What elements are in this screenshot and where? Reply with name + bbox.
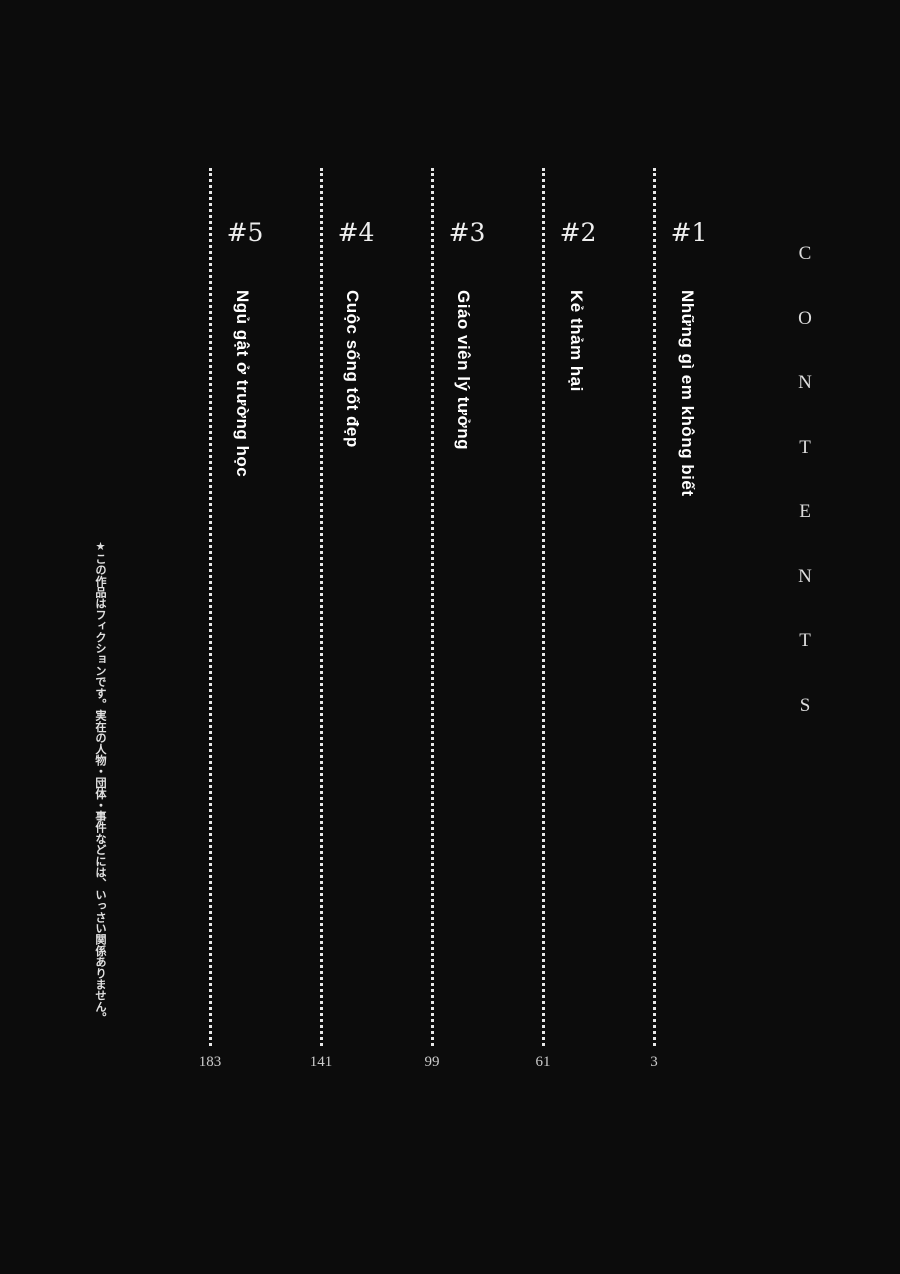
chapter-page: 99 [424, 1054, 440, 1070]
chapter-number: #5 [226, 218, 264, 247]
chapter-number: #4 [337, 218, 375, 247]
chapter-page: 3 [650, 1054, 658, 1070]
contents-letter: N [798, 565, 812, 587]
dotted-leader [542, 168, 545, 1046]
contents-letter: N [798, 372, 812, 393]
contents-letter: S [799, 694, 811, 716]
chapter-title: Ngủ gật ở trường học [233, 290, 252, 478]
fiction-disclaimer: ★この作品はフィクションです。実在の人物・団体・事件などには、いっさい関係ありま… [94, 540, 107, 1024]
chapter-page: 61 [535, 1054, 551, 1070]
contents-letter: T [799, 436, 811, 458]
dotted-leader [431, 168, 434, 1046]
dotted-leader [653, 168, 656, 1046]
chapter-page: 183 [198, 1054, 222, 1070]
contents-letter: E [799, 501, 811, 522]
chapter-title: Kẻ thảm hại [567, 290, 586, 392]
contents-letter: C [798, 243, 812, 264]
chapter-title: Giáo viên lý tưởng [454, 290, 473, 450]
dotted-leader [209, 168, 212, 1046]
chapter-title: Những gì em không biết [678, 290, 697, 497]
chapter-page: 141 [309, 1054, 333, 1070]
chapter-number: #2 [559, 218, 597, 247]
contents-letter: T [799, 630, 811, 651]
contents-heading: C O N T E N T S [795, 222, 815, 738]
dotted-leader [320, 168, 323, 1046]
contents-letter: O [798, 307, 812, 329]
chapter-title: Cuộc sống tốt đẹp [343, 290, 362, 448]
chapter-number: #1 [670, 218, 708, 247]
chapter-number: #3 [448, 218, 486, 247]
